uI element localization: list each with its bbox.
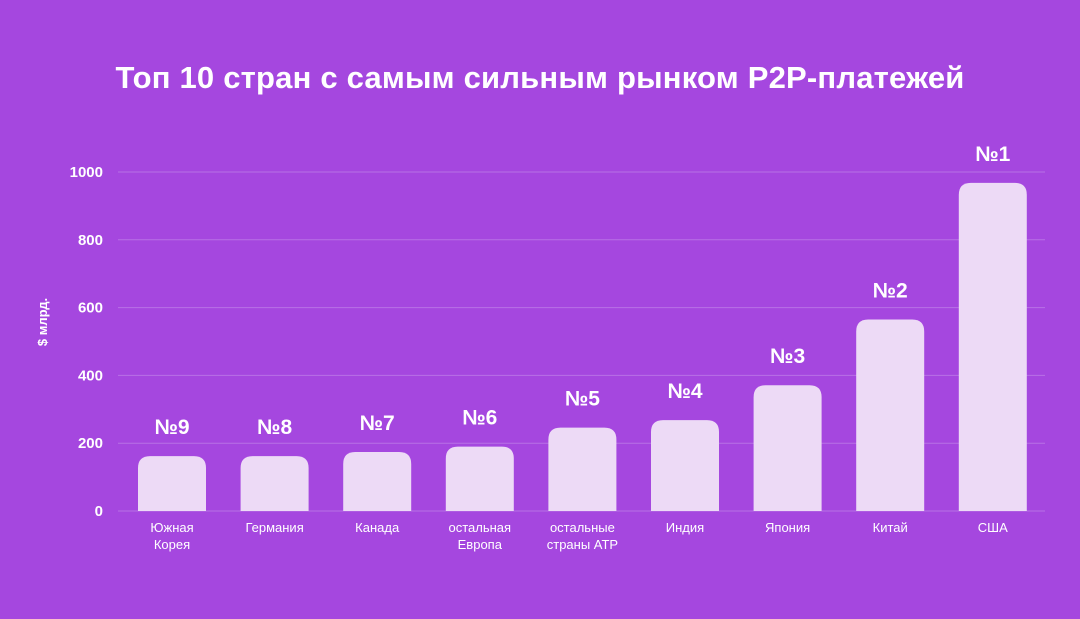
rank-label: №8 xyxy=(257,416,292,439)
bar xyxy=(445,446,514,511)
category-label: Япония xyxy=(765,520,810,535)
category-label: Германия xyxy=(245,520,303,535)
category-label: Канада xyxy=(355,520,400,535)
rank-label: №2 xyxy=(873,279,908,302)
y-tick-label: 800 xyxy=(78,232,103,249)
y-axis-title: $ млрд. xyxy=(35,298,50,346)
rank-label: №1 xyxy=(975,143,1010,166)
bar xyxy=(753,385,822,511)
rank-label: №5 xyxy=(565,388,600,411)
y-tick-label: 200 xyxy=(78,435,103,452)
bar xyxy=(856,319,925,511)
bar xyxy=(240,456,309,511)
rank-label: №3 xyxy=(770,345,805,368)
y-axis: 0 200 400 600 800 1000 xyxy=(70,164,103,520)
category-label: США xyxy=(978,520,1008,535)
rank-label: №7 xyxy=(360,412,395,435)
rank-label: №6 xyxy=(462,407,497,430)
category-label: Южная xyxy=(150,520,193,535)
y-tick-label: 600 xyxy=(78,300,103,317)
bar xyxy=(138,456,206,511)
bar xyxy=(343,452,412,511)
y-tick-label: 400 xyxy=(78,367,103,384)
category-label: Европа xyxy=(458,537,503,552)
rank-label: №9 xyxy=(154,416,189,439)
chart-title: Топ 10 стран с самым сильным рынком P2P-… xyxy=(115,60,965,95)
bar xyxy=(651,420,719,511)
category-label: остальная xyxy=(449,520,512,535)
bars xyxy=(138,182,1027,511)
category-labels: Южная Корея Германия Канада остальная Европа о… xyxy=(150,520,1008,552)
category-label: Китай xyxy=(873,520,908,535)
category-label: остальные xyxy=(550,520,615,535)
category-label: Индия xyxy=(666,520,704,535)
category-label: страны АТР xyxy=(547,537,618,552)
bar xyxy=(548,427,617,511)
rank-label: №4 xyxy=(667,380,702,403)
y-tick-label: 1000 xyxy=(70,164,103,181)
category-label: Корея xyxy=(154,537,190,552)
y-tick-label: 0 xyxy=(95,503,103,520)
rank-labels: №9 №8 №7 №6 №5 №4 №3 №2 №1 xyxy=(154,143,1010,439)
bar xyxy=(958,182,1027,511)
